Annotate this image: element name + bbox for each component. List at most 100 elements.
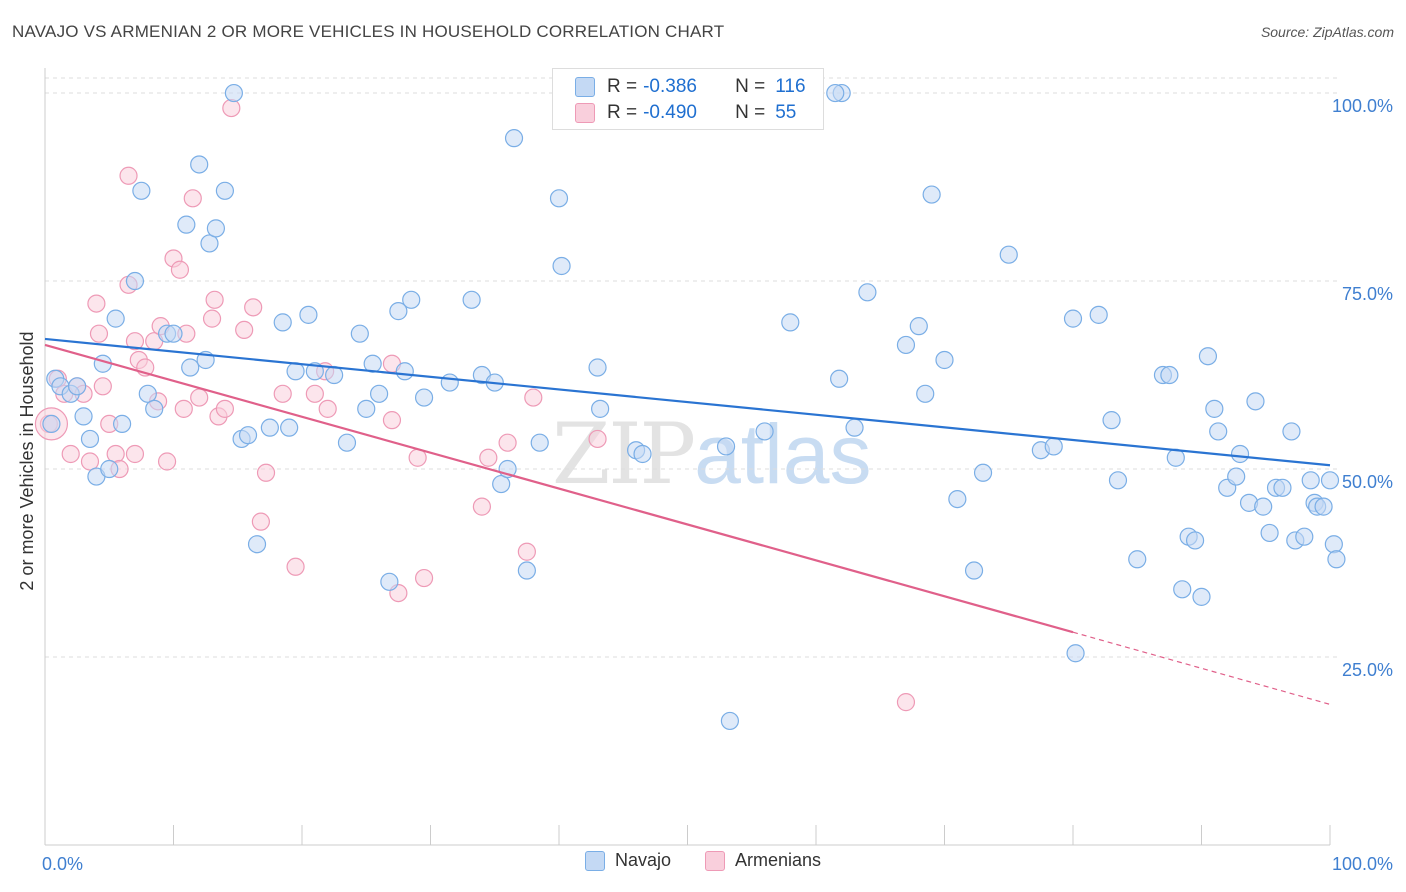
armenian-point [89,324,109,343]
y-tick-label: 25.0% [1342,660,1393,680]
navajo-point [1198,347,1218,366]
navajo-point [395,362,414,381]
armenian-point [244,298,263,317]
navajo-point [238,426,258,445]
armenian-trendline [44,343,1074,634]
navajo-point [305,362,324,381]
navajo-point [74,407,93,426]
armenian-swatch [575,103,595,123]
bottom-legend: Navajo Armenians [0,850,1406,871]
y-tick-label: 100.0% [1332,96,1393,116]
navajo-point [260,418,279,437]
navajo-point [402,290,421,309]
navajo-point [1260,523,1279,543]
navajo-point [916,384,935,403]
stats-row-navajo: R = -0.386 N = 116 [575,74,815,100]
navajo-point [357,399,376,418]
navajo-point [206,219,226,238]
navajo-point [68,377,87,396]
armenian-point [202,309,222,328]
armenian-point [222,98,241,118]
navajo-point [1295,527,1314,546]
legend-label-navajo: Navajo [614,850,671,870]
navajo-point [591,399,610,418]
navajo-point [1246,392,1265,411]
trend-layer [44,337,1331,705]
navajo-point [1301,471,1320,490]
navajo-point [830,369,849,388]
navajo-point [80,429,100,449]
armenian-point [517,542,536,561]
navajo-point [1320,471,1340,490]
navajo-point [755,422,774,441]
navajo-point [138,384,157,403]
armenian-point [382,411,402,430]
n-value: 55 [775,102,797,123]
navajo-point [1227,467,1246,486]
stats-legend: R = -0.386 N = 116 R = -0.490 N = 55 [552,68,824,130]
navajo-point [125,271,145,291]
navajo-point [935,350,954,370]
armenian-trendline-extension [1072,631,1331,705]
navajo-point [414,388,434,407]
navajo-point [337,433,357,452]
armenian-point [896,693,916,712]
stats-row-armenians: R = -0.490 N = 55 [575,100,815,126]
navajo-point [781,313,800,332]
navajo-point [273,313,292,332]
navajo-point [1066,644,1085,663]
navajo-point [826,83,845,103]
armenian-point [251,512,270,531]
navajo-point [896,335,916,355]
watermark-zip: ZIP [552,405,696,503]
legend-item-navajo[interactable]: Navajo [584,850,671,871]
armenian-point [472,497,491,516]
n-label: N = [735,76,766,97]
navajo-point [633,444,652,464]
y-axis-title: 2 or more Vehicles in Household [17,331,37,590]
navajo-point [215,181,234,200]
navajo-point [552,256,571,276]
armenian-point [87,294,106,313]
chart-title: NAVAJO VS ARMENIAN 2 OR MORE VEHICLES IN… [12,22,725,41]
navajo-point [588,358,607,377]
navajo-point [280,418,299,437]
x-tick-label: 0.0% [42,854,83,874]
armenian-point [256,463,276,482]
navajo-point [1102,411,1121,430]
navajo-point [224,83,243,103]
navajo-point [504,129,524,148]
navajo-point [1173,580,1192,599]
navajo-point [145,399,164,418]
source-label: Source: ZipAtlas.com [1260,24,1394,40]
armenian-points [34,98,916,712]
navajo-point [845,418,864,437]
navajo-point [42,414,61,434]
navajo-point [325,365,344,385]
navajo-point [1205,399,1224,418]
armenian-point [305,384,324,403]
armenian-legend-swatch [704,850,725,871]
watermark: ZIPatlas [552,405,872,503]
navajo-point [164,324,183,343]
armenian-point [183,189,202,208]
n-value: 116 [775,76,806,97]
armenian-point [61,444,80,464]
navajo-point [1314,497,1333,516]
legend-item-armenians[interactable]: Armenians [704,850,821,871]
navajo-point [530,433,549,452]
armenian-point [174,399,193,418]
grid-layer [45,77,1338,658]
armenian-point [170,260,190,279]
armenian-point [286,557,305,576]
navajo-point [1273,478,1292,497]
navajo-point [549,189,569,208]
n-label: N = [735,102,766,123]
armenian-point [125,444,145,464]
navajo-point [922,185,941,204]
armenian-point [125,332,145,351]
navajo-point [100,459,119,479]
navajo-trendline [44,337,1331,467]
armenian-point [93,377,112,396]
